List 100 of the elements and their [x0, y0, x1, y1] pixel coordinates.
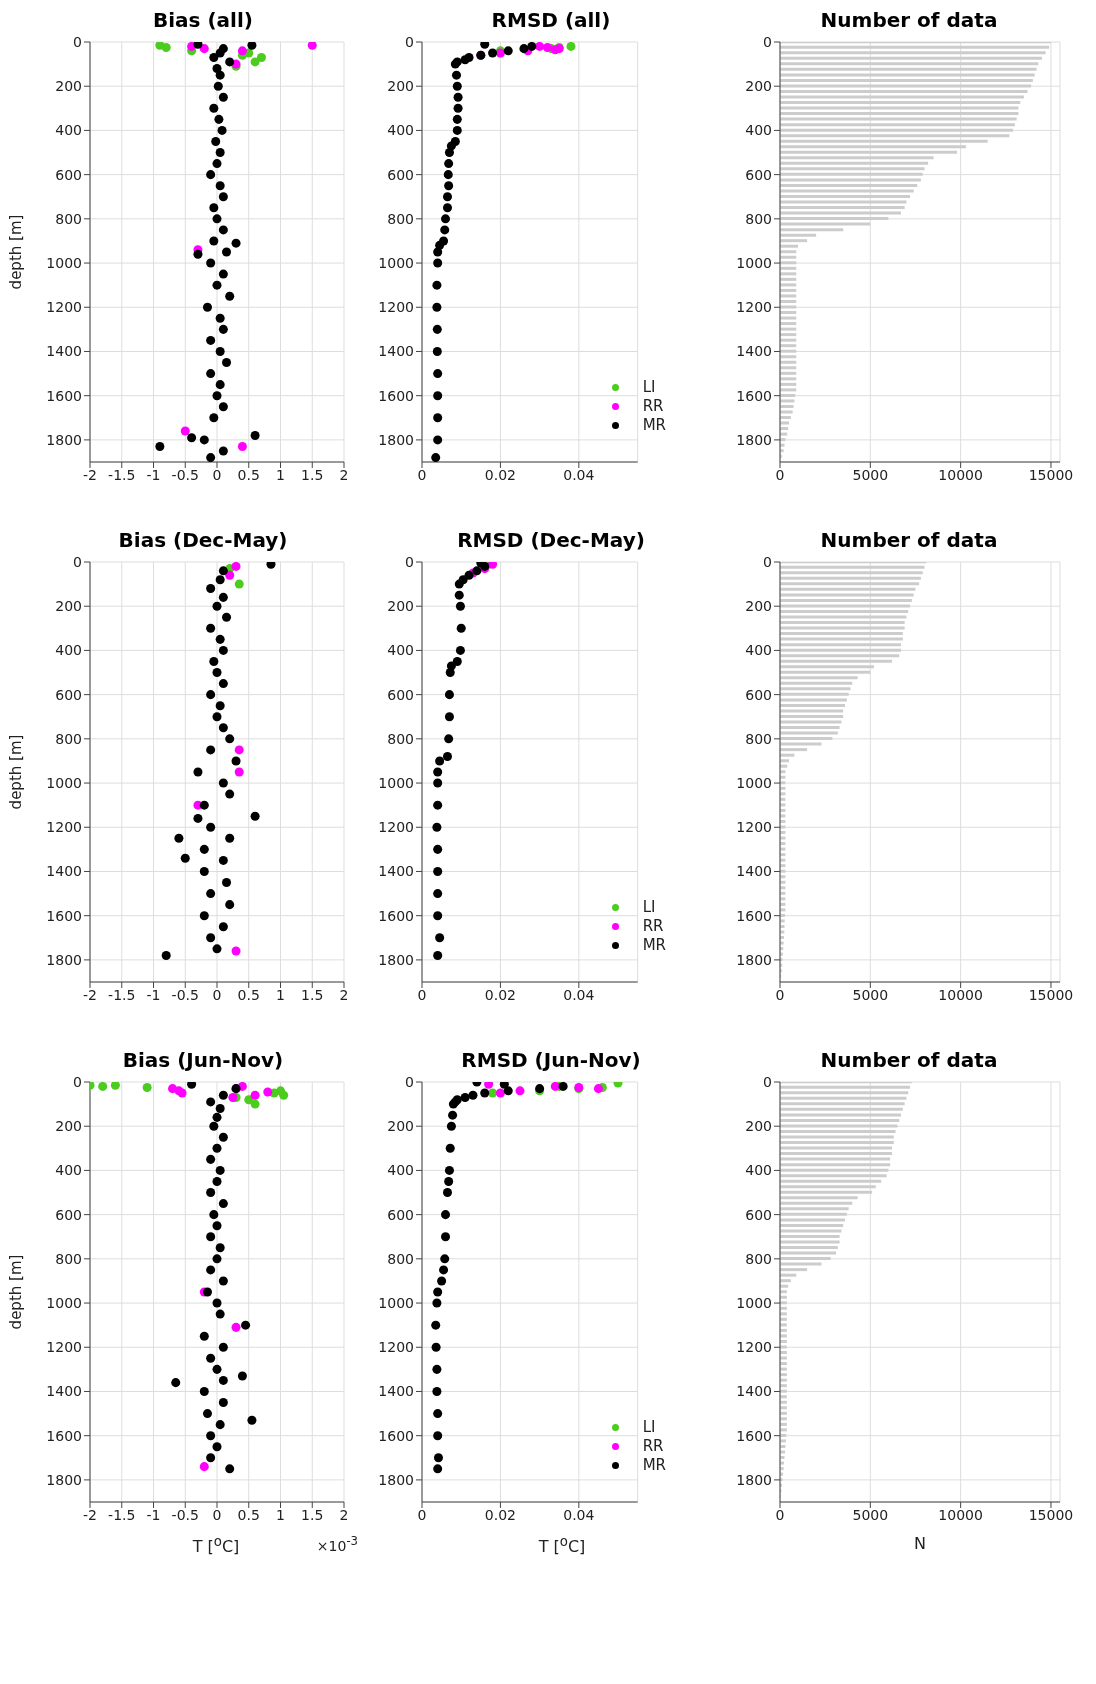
y-tick-label: 1000	[46, 255, 82, 272]
x-tick-label: 5000	[852, 986, 889, 1003]
y-tick-label: 200	[745, 78, 772, 95]
y-tick-label: 600	[387, 166, 414, 183]
y-tick-label: 400	[387, 642, 414, 659]
y-tick-label: 1200	[378, 299, 414, 316]
x-tick-label: 15000	[1028, 466, 1074, 483]
x-tick-label: 0	[775, 466, 785, 483]
x-tick-label: 10000	[938, 466, 983, 483]
y-tick-label: 1200	[46, 819, 82, 836]
x-tick-label: 0.5	[237, 466, 260, 483]
x-tick-label: 0.02	[484, 986, 516, 1003]
chart-title: Number of data	[819, 8, 999, 34]
x-tick-label: 0.02	[484, 466, 516, 483]
x-tick-label: -0.5	[171, 1506, 199, 1523]
y-tick-label: 1800	[46, 1471, 82, 1488]
x-tick-label: 0	[212, 1506, 222, 1523]
legend-label: RR	[642, 917, 664, 935]
x-tick-label: 10000	[938, 1506, 983, 1523]
y-tick-label: 1800	[378, 951, 414, 968]
legend-label: RR	[642, 1437, 664, 1455]
y-tick-label: 400	[387, 1162, 414, 1179]
y-tick-label: 600	[55, 166, 82, 183]
y-tick-label: 1000	[46, 775, 82, 792]
x-tick-label: 1.5	[301, 986, 324, 1003]
y-tick-label: 0	[763, 553, 772, 570]
y-tick-label: 1200	[736, 1339, 772, 1356]
y-tick-label: 1000	[736, 1295, 772, 1312]
chart-title: Bias (Jun-Nov)	[121, 1048, 285, 1074]
y-tick-label: 1400	[736, 1383, 772, 1400]
y-tick-label: 1400	[736, 343, 772, 360]
legend-label: MR	[642, 1456, 666, 1474]
y-tick-label: 400	[387, 122, 414, 139]
y-tick-label: 0	[405, 1073, 414, 1090]
legend-label: MR	[642, 416, 666, 434]
y-tick-label: 200	[55, 78, 82, 95]
y-tick-label: 200	[745, 598, 772, 615]
x-tick-label: -1.5	[108, 466, 136, 483]
y-tick-label: 1200	[46, 299, 82, 316]
x-tick-label: 0.5	[237, 1506, 260, 1523]
y-tick-label: 800	[387, 730, 414, 747]
y-tick-label: 1000	[378, 775, 414, 792]
x-tick-label: 15000	[1028, 1506, 1074, 1523]
y-tick-label: 1800	[378, 1471, 414, 1488]
text: ×10$^{-3}$	[316, 1534, 358, 1554]
x-tick-label: -1	[146, 1506, 161, 1523]
x-tick-label: 0.04	[563, 466, 595, 483]
x-tick-label: 0.02	[484, 1506, 516, 1523]
x-tick-label: -0.5	[171, 986, 199, 1003]
y-tick-label: 400	[745, 1162, 772, 1179]
x-tick-label: 2	[339, 1506, 349, 1523]
y-tick-label: 800	[745, 730, 772, 747]
legend-label: LI	[642, 898, 656, 916]
y-tick-label: 1400	[378, 1383, 414, 1400]
y-tick-label: 600	[745, 166, 772, 183]
y-tick-label: 200	[55, 598, 82, 615]
y-tick-label: 200	[387, 1118, 414, 1135]
y-tick-label: 1200	[46, 1339, 82, 1356]
x-tick-label: 0.04	[563, 986, 595, 1003]
y-tick-label: 1000	[46, 1295, 82, 1312]
y-tick-label: 1800	[736, 431, 772, 448]
y-tick-label: 0	[73, 1073, 82, 1090]
x-tick-label: 0	[775, 986, 785, 1003]
y-tick-label: 400	[745, 642, 772, 659]
x-tick-label: -0.5	[171, 466, 199, 483]
y-tick-label: 400	[55, 1162, 82, 1179]
x-tick-label: -1	[146, 986, 161, 1003]
y-tick-label: 800	[745, 1250, 772, 1267]
y-tick-label: 1800	[378, 431, 414, 448]
x-axis-title: T [$^{o}$C]	[537, 1534, 587, 1557]
chart-title: RMSD (Jun-Nov)	[460, 1048, 642, 1074]
chart-title: RMSD (all)	[490, 8, 612, 34]
x-tick-label: 0	[212, 986, 222, 1003]
y-tick-label: 1600	[378, 1427, 414, 1444]
x-tick-label: -2	[83, 466, 97, 483]
x-tick-label: 1	[276, 466, 285, 483]
y-tick-label: 1200	[378, 819, 414, 836]
y-tick-label: 1800	[46, 951, 82, 968]
chart-title: Bias (all)	[152, 8, 254, 34]
y-tick-label: 1600	[378, 387, 414, 404]
y-axis-title: depth [m]	[7, 1254, 26, 1330]
x-tick-label: -2	[83, 1506, 97, 1523]
y-tick-label: 1600	[736, 387, 772, 404]
y-tick-label: 600	[745, 686, 772, 703]
legend-label: LI	[642, 378, 656, 396]
y-tick-label: 1000	[736, 775, 772, 792]
y-tick-label: 1200	[736, 299, 772, 316]
y-tick-label: 0	[405, 553, 414, 570]
x-tick-label: -1	[146, 466, 161, 483]
y-tick-label: 200	[745, 1118, 772, 1135]
x-tick-label: 0.04	[563, 1506, 595, 1523]
x-tick-label: 0	[417, 1506, 427, 1523]
x-tick-label: -2	[83, 986, 97, 1003]
chart-title: Number of data	[819, 528, 999, 554]
y-tick-label: 1400	[736, 863, 772, 880]
y-tick-label: 1400	[46, 343, 82, 360]
y-tick-label: 400	[55, 642, 82, 659]
x-tick-label: 15000	[1028, 986, 1074, 1003]
y-tick-label: 200	[387, 78, 414, 95]
y-tick-label: 0	[405, 33, 414, 50]
